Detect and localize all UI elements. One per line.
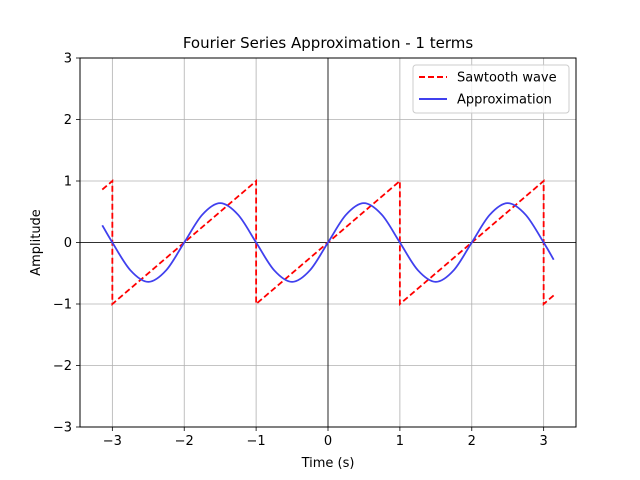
- legend-entry-sawtooth: Sawtooth wave: [457, 71, 557, 86]
- x-tick-label: 3: [540, 434, 548, 449]
- legend: Sawtooth wave Approximation: [412, 64, 570, 114]
- y-tick-label: 3: [64, 52, 72, 67]
- x-tick-label: 2: [468, 434, 476, 449]
- series-lines: [101, 179, 555, 306]
- x-tick-label: −2: [175, 434, 194, 449]
- series-line-approximation: [101, 202, 555, 283]
- y-tick-label: −3: [53, 421, 72, 436]
- x-tick-label: −1: [247, 434, 266, 449]
- y-tick-label: −1: [53, 298, 72, 313]
- y-tick-label: 2: [64, 113, 72, 128]
- x-tick-label: −3: [103, 434, 122, 449]
- legend-entry-approximation: Approximation: [457, 93, 552, 108]
- axis-ticks: −3 −2 −1 0 1 2 3 −3 −2 −1 0 1 2 3: [53, 52, 548, 450]
- y-tick-label: 1: [64, 175, 72, 190]
- x-tick-label: 0: [324, 434, 332, 449]
- y-tick-label: −2: [53, 359, 72, 374]
- chart-title: Fourier Series Approximation - 1 terms: [183, 34, 473, 52]
- y-tick-label: 0: [64, 236, 72, 251]
- x-axis-label: Time (s): [301, 456, 355, 471]
- legend-box: [412, 64, 570, 114]
- x-tick-label: 1: [396, 434, 404, 449]
- y-axis-label: Amplitude: [29, 209, 44, 276]
